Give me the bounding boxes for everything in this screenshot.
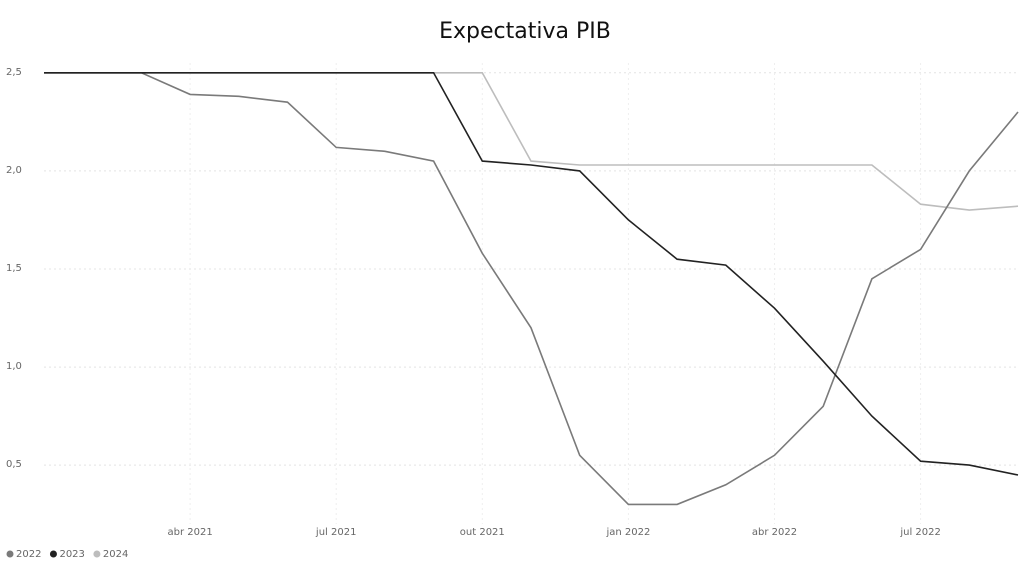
y-tick-label: 2,5 [6,67,22,78]
y-tick-label: 0,5 [6,459,22,470]
legend-marker [49,550,57,558]
legend-marker [6,550,14,558]
y-tick-label: 2,0 [6,165,22,176]
legend-label: 2023 [59,549,84,560]
y-tick-label: 1,0 [6,361,22,372]
x-tick-label: jan 2022 [605,527,650,538]
legend-label: 2022 [16,549,41,560]
series-line [44,72,1019,476]
chart-title: Expectativa PIB [439,19,611,44]
legend-label: 2024 [103,549,128,560]
y-tick-label: 1,5 [6,263,22,274]
series-line [44,72,1019,506]
x-tick-label: jul 2021 [315,527,357,538]
x-tick-label: abr 2022 [752,527,797,538]
x-tick-label: out 2021 [460,527,505,538]
legend-marker [93,550,101,558]
x-tick-label: jul 2022 [899,527,941,538]
x-tick-label: abr 2021 [167,527,212,538]
